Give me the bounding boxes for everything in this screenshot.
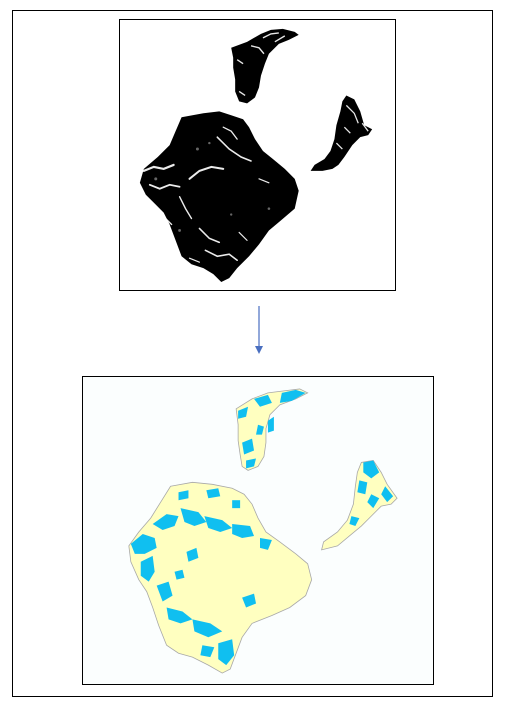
classified-north-island	[235, 388, 309, 471]
classified-main-island	[128, 481, 313, 674]
classified-east-island	[321, 460, 398, 551]
classified-map	[128, 388, 398, 674]
classified-panel	[82, 376, 434, 685]
down-arrow-icon	[250, 306, 268, 356]
raster-panel	[119, 19, 396, 291]
raster-north-island	[231, 28, 299, 104]
raster-east-island	[310, 95, 373, 171]
raster-map	[139, 28, 373, 283]
raster-main-island	[139, 111, 299, 283]
